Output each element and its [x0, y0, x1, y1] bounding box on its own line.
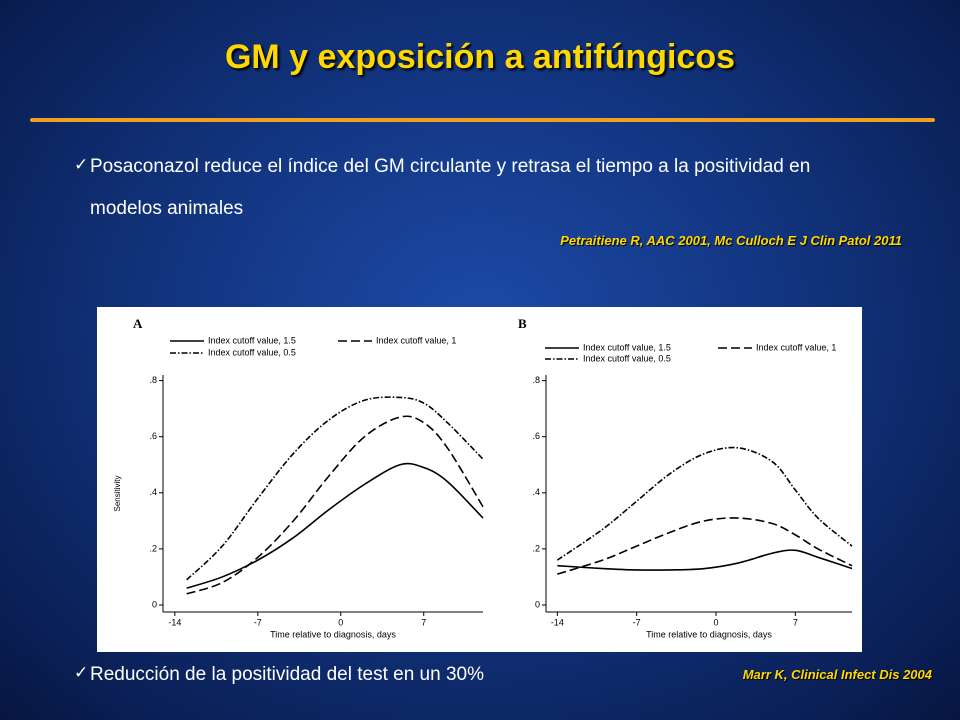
x-tick-label: 7 [793, 617, 798, 627]
x-tick-label: -14 [551, 617, 564, 627]
bullet: Reducción de la positividad del test en … [90, 664, 484, 685]
slide-title: GM y exposición a antifúngicos [224, 38, 736, 76]
series-line [556, 446, 853, 561]
x-tick-label: 0 [338, 617, 343, 627]
title-rule [30, 118, 935, 122]
y-tick-label: 0 [152, 599, 157, 609]
y-axis-label: Sensitivity [113, 475, 122, 511]
legend-label: Index cutoff value, 0.5 [583, 353, 671, 363]
y-tick-label: 0 [535, 599, 540, 609]
legend-label: Index cutoff value, 1.5 [208, 335, 296, 345]
x-tick-label: -7 [254, 617, 262, 627]
legend-label: Index cutoff value, 1 [756, 342, 836, 352]
series-line [186, 462, 484, 589]
y-tick-label: .2 [532, 543, 540, 553]
y-tick-label: .8 [532, 375, 540, 385]
legend-label: Index cutoff value, 0.5 [208, 347, 296, 357]
x-tick-label: -14 [168, 617, 181, 627]
y-tick-label: .6 [532, 431, 540, 441]
legend-label: Index cutoff value, 1 [376, 335, 456, 345]
y-tick-label: .8 [149, 375, 157, 385]
figure-background [97, 307, 862, 652]
x-tick-label: -7 [633, 617, 641, 627]
series-line [557, 517, 853, 575]
series-line [557, 549, 853, 571]
check-icon: ✓ [74, 155, 89, 174]
y-tick-label: .6 [149, 431, 157, 441]
citation: Marr K, Clinical Infect Dis 2004 [742, 667, 932, 682]
x-tick-label: 0 [713, 617, 718, 627]
x-axis-label: Time relative to diagnosis, days [646, 629, 772, 639]
bullet: Posaconazol reduce el índice del GM circ… [90, 156, 811, 219]
x-tick-label: 7 [421, 617, 426, 627]
citation: Petraitiene R, AAC 2001, Mc Culloch E J … [560, 233, 902, 248]
x-axis-label: Time relative to diagnosis, days [270, 629, 396, 639]
y-tick-label: .2 [149, 543, 157, 553]
y-tick-label: .4 [532, 487, 540, 497]
legend-label: Index cutoff value, 1.5 [583, 342, 671, 352]
panel-label: B [518, 316, 527, 331]
y-tick-label: .4 [149, 487, 157, 497]
series-line [186, 415, 484, 595]
check-icon: ✓ [74, 663, 89, 682]
series-line [186, 396, 484, 581]
panel-label: A [133, 316, 143, 331]
